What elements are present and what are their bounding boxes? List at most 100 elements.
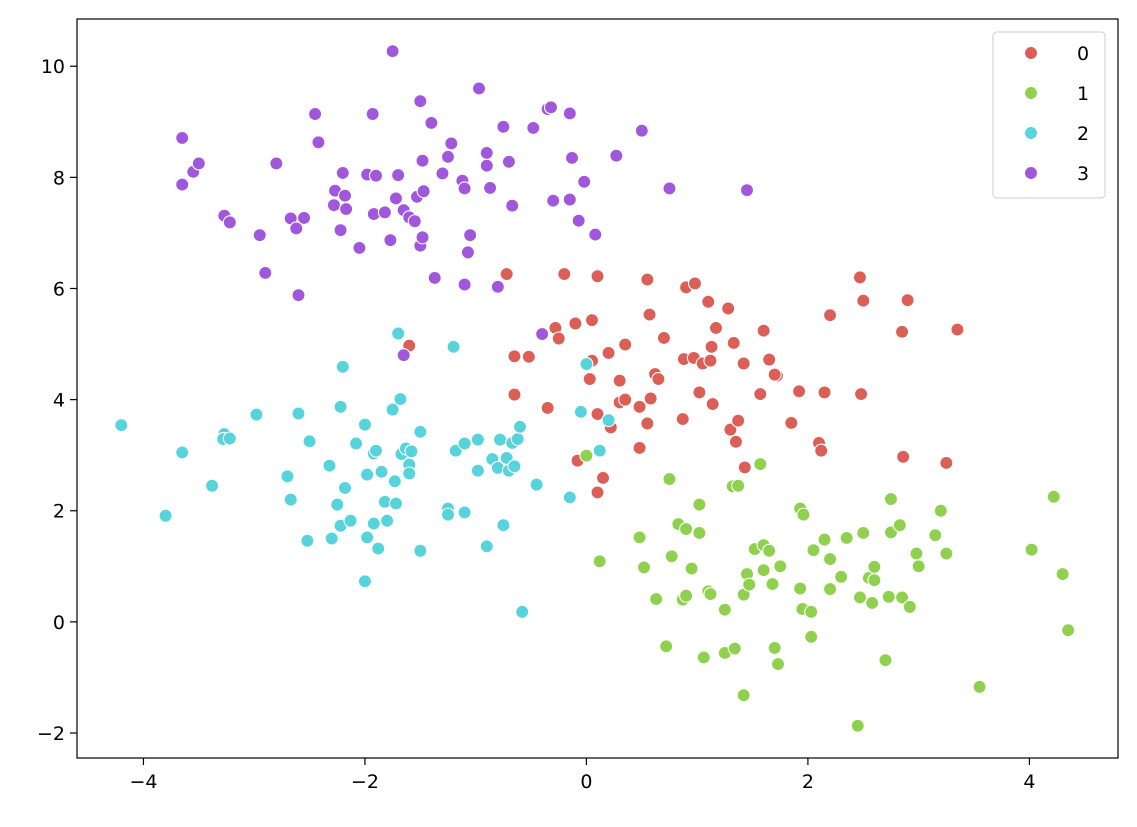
data-point [909,546,924,561]
data-point [252,228,267,243]
legend-label: 0 [1077,43,1089,65]
data-point [692,497,707,512]
data-point [222,215,237,230]
y-tick-label: 6 [53,278,65,300]
data-point [900,293,915,308]
data-point [283,492,298,507]
data-point [388,496,403,511]
y-tick-label: 2 [53,501,65,523]
data-point [360,530,375,545]
data-point [496,518,511,533]
data-point [590,407,605,422]
data-point [311,135,326,150]
data-point [460,245,475,260]
data-point [557,266,572,282]
data-point [496,119,511,134]
data-point [867,573,882,588]
data-point [479,158,494,173]
data-point [529,477,544,492]
data-point [756,323,771,338]
data-point [701,294,716,309]
data-point [662,181,677,196]
data-point [540,400,555,416]
data-point [592,443,607,458]
data-point [852,590,868,605]
data-point [577,174,592,189]
data-point [365,106,380,122]
data-point [333,399,348,414]
data-point [675,412,690,427]
y-tick-label: −2 [37,723,65,745]
data-point [736,688,751,703]
data-point [296,210,312,225]
legend-label: 1 [1077,83,1089,105]
data-point [756,563,771,578]
y-axis: −2 0 2 4 6 8 10 [37,56,77,745]
data-point [191,156,206,171]
data-point [723,422,738,437]
data-point [374,464,389,479]
data-point [258,265,273,280]
data-point [1061,623,1076,638]
data-point [280,469,295,484]
data-point [595,470,611,486]
data-point [753,457,768,472]
data-point [415,153,430,168]
data-point [601,345,616,360]
data-point [588,227,603,242]
data-point [335,165,350,180]
data-point [383,233,398,248]
data-point [349,436,364,451]
data-point [817,385,832,400]
data-point [512,419,528,434]
data-point [692,385,707,400]
data-point [632,399,647,414]
x-tick-label: 0 [580,771,592,793]
data-point [404,444,419,459]
data-point [933,503,948,518]
data-point [571,213,586,228]
data-point [289,221,304,236]
data-point [784,415,799,431]
data-point [562,490,577,505]
data-point [521,349,536,364]
data-point [804,629,819,644]
data-point [705,397,720,412]
data-point [939,455,954,471]
x-tick-label: −2 [351,771,379,793]
data-point [564,150,580,165]
data-point [471,81,487,96]
data-point [679,522,694,537]
data-point [568,316,583,331]
data-point [814,443,829,458]
data-point [396,348,411,363]
data-point [457,181,472,196]
data-point [526,120,541,135]
data-point [618,392,633,407]
data-point [407,214,422,229]
data-point [470,463,485,478]
data-point [435,166,450,181]
data-point [562,192,577,207]
data-point [972,679,987,694]
data-point [902,599,917,614]
data-point [582,371,597,387]
data-point [834,569,849,584]
data-point [302,434,317,449]
data-point [854,387,869,402]
data-point [584,313,600,328]
data-point [457,436,472,451]
data-point [490,279,505,294]
data-point [393,392,408,407]
data-point [928,528,943,543]
data-point [640,272,655,287]
data-point [158,508,173,523]
data-point [721,301,736,316]
x-tick-label: 4 [1023,771,1035,793]
legend-marker [1023,125,1039,141]
data-point [515,604,530,619]
data-point [618,337,633,352]
data-point [762,543,777,558]
data-point [726,335,741,350]
